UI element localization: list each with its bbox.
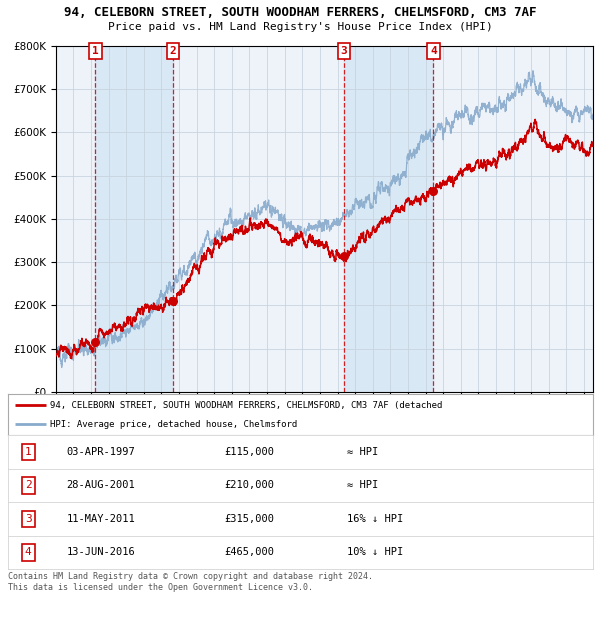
Text: 03-APR-1997: 03-APR-1997	[66, 447, 135, 457]
Text: 10% ↓ HPI: 10% ↓ HPI	[347, 547, 403, 557]
Text: 3: 3	[25, 514, 32, 524]
Text: 28-AUG-2001: 28-AUG-2001	[66, 480, 135, 490]
Text: Contains HM Land Registry data © Crown copyright and database right 2024.
This d: Contains HM Land Registry data © Crown c…	[8, 572, 373, 591]
Text: 1: 1	[25, 447, 32, 457]
Text: 2: 2	[25, 480, 32, 490]
Text: £465,000: £465,000	[224, 547, 274, 557]
Bar	[344, 46, 433, 392]
Text: 16% ↓ HPI: 16% ↓ HPI	[347, 514, 403, 524]
Text: 3: 3	[340, 46, 347, 56]
Text: 2: 2	[170, 46, 176, 56]
Text: 4: 4	[430, 46, 437, 56]
Text: £210,000: £210,000	[224, 480, 274, 490]
Bar	[95, 46, 173, 392]
Text: £315,000: £315,000	[224, 514, 274, 524]
Text: 94, CELEBORN STREET, SOUTH WOODHAM FERRERS, CHELMSFORD, CM3 7AF: 94, CELEBORN STREET, SOUTH WOODHAM FERRE…	[64, 6, 536, 19]
Text: 13-JUN-2016: 13-JUN-2016	[66, 547, 135, 557]
Text: HPI: Average price, detached house, Chelmsford: HPI: Average price, detached house, Chel…	[50, 420, 297, 428]
Text: Price paid vs. HM Land Registry's House Price Index (HPI): Price paid vs. HM Land Registry's House …	[107, 22, 493, 32]
Text: 94, CELEBORN STREET, SOUTH WOODHAM FERRERS, CHELMSFORD, CM3 7AF (detached: 94, CELEBORN STREET, SOUTH WOODHAM FERRE…	[50, 401, 442, 410]
Text: 4: 4	[25, 547, 32, 557]
Text: 11-MAY-2011: 11-MAY-2011	[66, 514, 135, 524]
Text: 1: 1	[92, 46, 99, 56]
Text: £115,000: £115,000	[224, 447, 274, 457]
Text: ≈ HPI: ≈ HPI	[347, 447, 379, 457]
Text: ≈ HPI: ≈ HPI	[347, 480, 379, 490]
